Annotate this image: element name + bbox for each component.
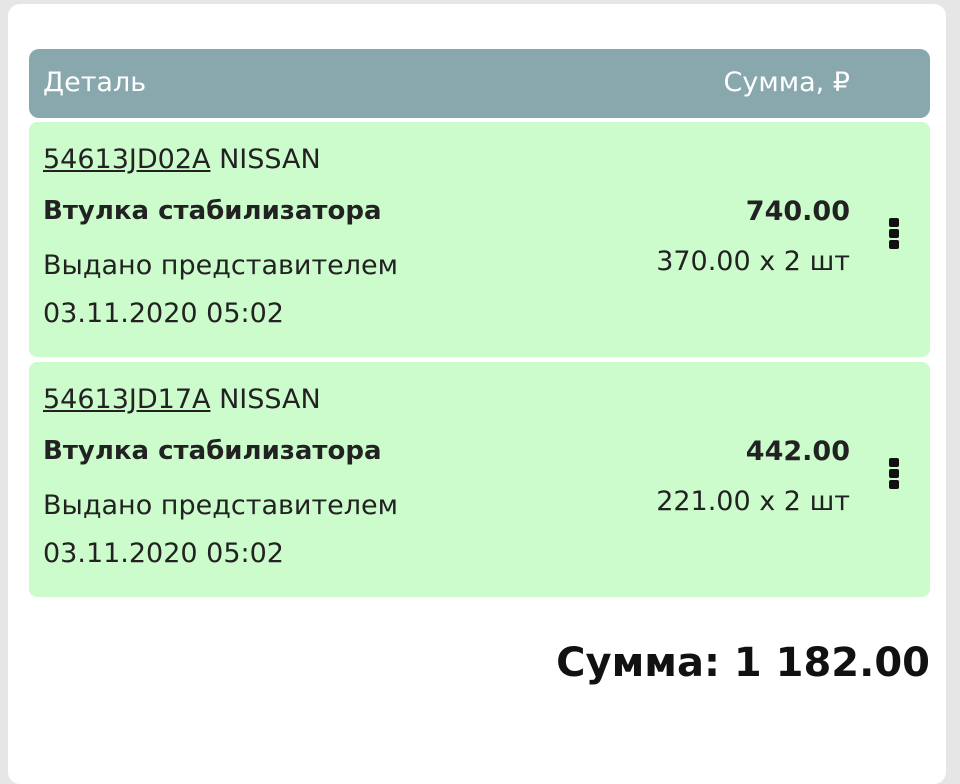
date: 03.11.2020 05:02 [43, 298, 284, 329]
row-total: 442.00 [745, 436, 850, 467]
more-vert-icon[interactable] [889, 458, 901, 491]
part-number-link[interactable]: 54613JD02A [43, 144, 211, 175]
table-row: 54613JD02A NISSAN Втулка стабилизатора В… [29, 122, 930, 357]
row-total: 740.00 [745, 196, 850, 227]
column-sum: Сумма, ₽ [723, 67, 850, 98]
row-quantity: 370.00 x 2 шт [656, 246, 850, 277]
table-row: 54613JD17A NISSAN Втулка стабилизатора В… [29, 362, 930, 597]
column-detail: Деталь [43, 67, 147, 98]
date: 03.11.2020 05:02 [43, 538, 284, 569]
brand: NISSAN [219, 144, 321, 175]
part-code: 54613JD17A NISSAN [43, 384, 321, 415]
part-code: 54613JD02A NISSAN [43, 144, 321, 175]
order-total: Сумма: 1 182.00 [556, 640, 930, 686]
part-name: Втулка стабилизатора [43, 436, 382, 466]
brand: NISSAN [219, 384, 321, 415]
row-quantity: 221.00 x 2 шт [656, 486, 850, 517]
part-name: Втулка стабилизатора [43, 196, 382, 226]
part-number-link[interactable]: 54613JD17A [43, 384, 211, 415]
status: Выдано представителем [43, 490, 399, 521]
status: Выдано представителем [43, 250, 399, 281]
table-header: Деталь Сумма, ₽ [29, 49, 930, 118]
more-vert-icon[interactable] [889, 218, 901, 251]
